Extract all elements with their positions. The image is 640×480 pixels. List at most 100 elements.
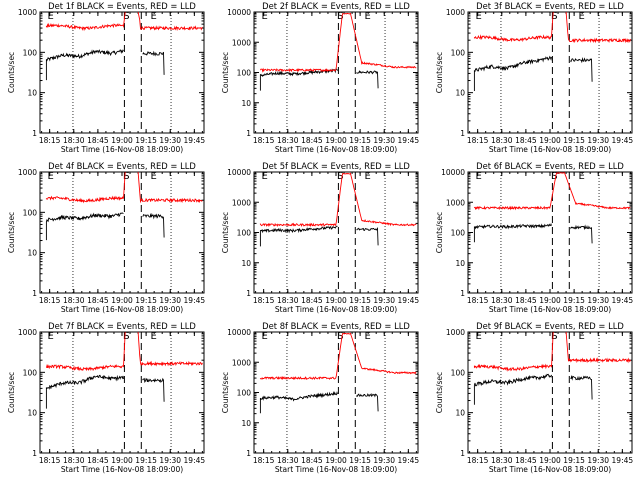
x-tick-label: 19:45 [184,456,206,465]
panel-9: Det 9f BLACK = Events, RED = LLD 1 10 100 10… [435,321,633,474]
marker-label-s: S [551,171,557,182]
x-tick-label: 19:15 [135,136,157,145]
panel-8: Det 8f BLACK = Events, RED = LLD 1 10 100 10… [221,321,419,474]
x-axis-label: Start Time (16-Nov-08 18:09:00) [61,305,183,314]
y-tick-label: 10 [27,249,37,258]
x-tick-label: 18:15 [467,136,489,145]
y-axis-label: Counts/sec [435,52,444,93]
x-tick-label: 19:45 [612,456,634,465]
x-tick-label: 19:15 [349,136,371,145]
x-axis-label: Start Time (16-Nov-08 18:09:00) [61,145,183,154]
x-tick-label: 19:00 [539,296,561,305]
plot-frame [39,171,205,294]
plot-frame [467,331,633,454]
x-axis-label: Start Time (16-Nov-08 18:09:00) [275,465,397,474]
plot-frame [467,171,633,294]
x-tick-label: 18:30 [491,456,513,465]
y-tick-label: 1 [460,289,465,298]
panel-7: Det 7f BLACK = Events, RED = LLD 1 10 100 10… [7,321,205,474]
marker-label-s: S [337,11,343,22]
x-tick-label: 19:15 [135,456,157,465]
y-tick-label: 1 [246,449,251,458]
x-tick-label: 19:30 [587,296,609,305]
x-tick-label: 19:15 [349,456,371,465]
y-tick-label: 1000 [446,8,465,17]
x-tick-label: 18:15 [39,456,61,465]
x-tick-label: 18:45 [301,456,323,465]
x-tick-label: 18:45 [301,296,323,305]
x-tick-label: 19:45 [612,136,634,145]
marker-label-e: E [261,11,267,22]
x-tick-label: 19:30 [159,136,181,145]
marker-label-e: E [579,11,585,22]
x-tick-label: 18:30 [277,136,299,145]
marker-label-e: E [365,331,371,342]
x-axis-label: Start Time (16-Nov-08 18:09:00) [489,305,611,314]
x-axis-label: Start Time (16-Nov-08 18:09:00) [275,305,397,314]
lld-line [45,171,203,204]
x-axis-label: Start Time (16-Nov-08 18:09:00) [489,145,611,154]
x-tick-label: 19:30 [587,456,609,465]
y-axis-label: Counts/sec [435,372,444,413]
events-line [356,393,379,412]
x-tick-label: 19:45 [398,456,420,465]
events-line [259,390,338,414]
x-tick-label: 19:15 [563,136,585,145]
events-line [45,374,124,409]
x-tick-label: 19:45 [184,136,206,145]
x-tick-label: 18:45 [87,456,109,465]
x-tick-label: 19:30 [159,456,181,465]
x-tick-label: 18:30 [491,296,513,305]
x-axis-label: Start Time (16-Nov-08 18:09:00) [61,465,183,474]
marker-label-s: S [551,11,557,22]
events-line [142,377,165,402]
marker-label-s: S [337,171,343,182]
y-tick-label: 10 [241,259,251,268]
lld-line [260,12,417,73]
y-tick-label: 10 [455,259,465,268]
events-line [45,49,124,81]
panel-2: Det 2f BLACK = Events, RED = LLD 1 10 100 10… [221,1,419,154]
panel-title: Det 1f BLACK = Events, RED = LLD [48,1,196,11]
events-line [356,226,379,246]
x-tick-label: 19:45 [184,296,206,305]
x-tick-label: 18:30 [63,456,85,465]
x-tick-label: 19:15 [135,296,157,305]
events-line [356,70,379,89]
y-tick-label: 100 [237,389,252,398]
x-tick-label: 19:30 [373,456,395,465]
x-tick-label: 19:30 [159,296,181,305]
panel-3: Det 3f BLACK = Events, RED = LLD 1 10 100 10… [435,1,633,154]
y-tick-label: 1 [246,129,251,138]
x-tick-label: 19:00 [539,136,561,145]
panel-title: Det 4f BLACK = Events, RED = LLD [48,161,196,171]
panel-title: Det 2f BLACK = Events, RED = LLD [262,1,410,11]
y-tick-label: 10 [27,89,37,98]
marker-label-e: E [47,331,53,342]
x-tick-label: 18:45 [301,136,323,145]
marker-label-e: E [151,171,157,182]
y-tick-label: 1 [32,449,37,458]
x-tick-label: 19:45 [612,296,634,305]
events-line [473,223,552,243]
y-axis-label: Counts/sec [7,52,16,93]
panel-title: Det 7f BLACK = Events, RED = LLD [48,321,196,331]
y-tick-label: 10000 [227,168,251,177]
y-tick-label: 1 [460,449,465,458]
marker-label-e: E [365,11,371,22]
panel-title: Det 6f BLACK = Events, RED = LLD [476,161,624,171]
marker-label-e: E [151,11,157,22]
y-tick-label: 100 [451,48,466,57]
x-tick-label: 19:15 [563,456,585,465]
y-tick-label: 100 [23,208,38,217]
y-tick-label: 1000 [232,358,251,367]
y-tick-label: 10000 [227,328,251,337]
marker-label-e: E [151,331,157,342]
events-line [570,57,593,82]
x-tick-label: 18:15 [253,296,275,305]
y-tick-label: 10 [455,409,465,418]
x-tick-label: 18:45 [515,136,537,145]
plot-frame [253,331,419,454]
x-tick-label: 19:00 [539,456,561,465]
events-line [142,212,165,238]
